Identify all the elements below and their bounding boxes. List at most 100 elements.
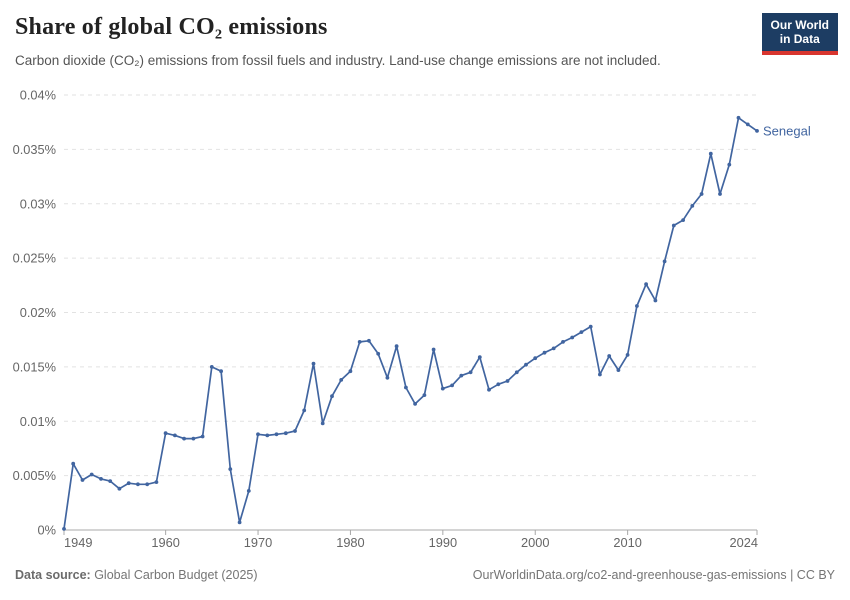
data-point[interactable] [422,393,427,397]
data-point[interactable] [625,353,630,357]
page-title: Share of global CO₂ emissions [15,14,328,40]
data-point[interactable] [145,482,150,487]
x-tick-label: 2024 [730,535,758,550]
data-point[interactable] [117,486,122,491]
data-point[interactable] [570,335,575,340]
data-point[interactable] [505,379,510,383]
series-end-label[interactable]: Senegal [763,123,811,138]
data-point[interactable] [311,361,316,366]
data-point[interactable] [681,218,685,223]
data-point[interactable] [320,421,325,426]
data-point[interactable] [533,356,538,361]
data-point[interactable] [496,382,501,387]
data-point[interactable] [598,372,602,377]
data-point[interactable] [348,369,353,374]
data-source-label: Data source: [15,568,91,582]
data-point[interactable] [736,115,741,120]
data-point[interactable] [80,478,85,482]
data-point[interactable] [699,192,704,196]
chart-subtitle: Carbon dioxide (CO₂) emissions from foss… [15,53,661,68]
y-tick-label: 0.02% [20,305,56,320]
x-tick-label: 1970 [244,535,272,550]
data-point[interactable] [256,432,260,437]
data-point[interactable] [367,338,371,343]
data-point[interactable] [718,192,722,196]
data-point[interactable] [644,282,648,287]
data-point[interactable] [561,340,565,344]
data-point[interactable] [727,162,732,167]
data-point[interactable] [173,433,177,438]
data-point[interactable] [524,362,528,367]
y-tick-label: 0.005% [13,468,56,483]
data-point[interactable] [551,346,556,351]
y-tick-label: 0% [38,523,57,538]
data-point[interactable] [265,433,270,438]
data-point[interactable] [745,122,750,127]
data-point[interactable] [450,383,454,388]
data-point[interactable] [755,129,759,133]
x-tick-label: 2000 [521,535,549,550]
data-point[interactable] [237,520,242,525]
data-point[interactable] [62,527,66,531]
data-point[interactable] [182,436,187,441]
data-point[interactable] [126,481,131,486]
data-point[interactable] [71,461,76,466]
data-point[interactable] [477,355,482,359]
data-point[interactable] [108,479,113,483]
data-point[interactable] [440,386,445,391]
x-tick-label: 1960 [151,535,179,550]
data-point[interactable] [662,259,667,264]
data-point[interactable] [191,436,196,441]
data-point[interactable] [99,477,103,481]
data-point[interactable] [228,467,233,471]
data-point[interactable] [209,365,214,369]
data-point[interactable] [376,351,381,356]
data-point[interactable] [283,431,288,436]
y-tick-label: 0.01% [20,414,56,429]
data-point[interactable] [404,385,408,390]
data-point[interactable] [293,429,297,433]
data-point[interactable] [671,223,676,228]
data-point[interactable] [607,354,612,358]
data-point[interactable] [274,432,279,437]
data-point[interactable] [487,387,491,392]
data-point[interactable] [653,298,658,303]
data-point[interactable] [246,489,251,493]
data-point[interactable] [459,373,464,378]
data-point[interactable] [357,340,362,344]
data-source-value: Global Carbon Budget (2025) [90,568,258,582]
data-point[interactable] [339,378,344,382]
data-point[interactable] [542,350,547,355]
data-point[interactable] [136,482,140,487]
chart-footer: Data source: Global Carbon Budget (2025)… [15,568,835,584]
data-point[interactable] [616,368,621,372]
owid-logo-line2: in Data [779,32,820,47]
data-point[interactable] [163,431,168,436]
footer-citation-link[interactable]: OurWorldinData.org/co2-and-greenhouse-ga… [472,568,835,582]
data-point[interactable] [200,434,205,439]
data-point[interactable] [154,480,159,484]
y-tick-label: 0.035% [13,142,56,157]
data-source-note: Data source: Global Carbon Budget (2025) [15,568,258,582]
data-point[interactable] [89,472,94,477]
y-tick-label: 0.04% [20,88,56,103]
data-point[interactable] [302,408,307,413]
data-point[interactable] [579,330,584,334]
data-point[interactable] [514,370,519,375]
data-point[interactable] [588,324,593,329]
data-point[interactable] [708,151,713,156]
data-point[interactable] [330,394,334,399]
owid-logo[interactable]: Our World in Data [761,13,838,55]
data-point[interactable] [690,204,695,208]
data-point[interactable] [394,344,399,349]
data-point[interactable] [468,370,473,375]
data-point[interactable] [431,347,436,352]
data-line-senegal[interactable] [63,116,758,530]
data-point[interactable] [635,304,639,308]
y-tick-label: 0.03% [20,196,56,211]
data-point[interactable] [385,375,390,380]
data-point[interactable] [413,402,417,406]
data-point[interactable] [219,369,224,374]
